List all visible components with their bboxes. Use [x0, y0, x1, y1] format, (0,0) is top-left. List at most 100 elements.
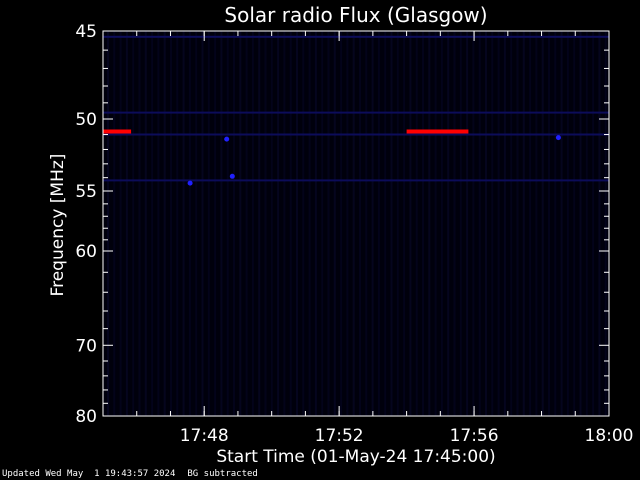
- faint-stripe: [283, 31, 286, 416]
- faint-stripe: [535, 31, 538, 416]
- faint-stripe: [144, 31, 147, 416]
- faint-stripe: [560, 31, 563, 416]
- faint-stripe: [390, 31, 393, 416]
- faint-stripe: [453, 31, 456, 416]
- faint-stripe: [302, 31, 305, 416]
- faint-stripe: [270, 31, 273, 416]
- y-tick-label: 60: [75, 242, 97, 262]
- faint-stripe: [239, 31, 242, 416]
- faint-stripe: [478, 31, 481, 416]
- faint-stripe: [585, 31, 588, 416]
- faint-stripe: [359, 31, 361, 416]
- faint-stripe: [371, 31, 374, 416]
- faint-stripe: [220, 31, 223, 416]
- faint-stripe: [409, 31, 412, 416]
- faint-stripe: [604, 31, 607, 416]
- faint-stripe: [516, 31, 519, 416]
- faint-stripe: [125, 31, 128, 416]
- faint-stripe: [163, 31, 166, 416]
- faint-stripe: [510, 31, 513, 416]
- faint-stripe: [333, 31, 336, 416]
- x-tick-label: 17:52: [315, 426, 364, 446]
- faint-stripe: [340, 31, 343, 416]
- faint-stripe: [188, 31, 191, 416]
- faint-stripe: [541, 31, 544, 416]
- faint-stripe: [207, 31, 210, 416]
- faint-stripe: [447, 31, 450, 416]
- faint-stripe: [157, 31, 160, 416]
- faint-stripe: [365, 31, 368, 416]
- faint-stripe: [598, 31, 601, 416]
- weak-burst-point: [555, 135, 561, 141]
- plot-area: [103, 31, 609, 416]
- faint-band: [103, 111, 609, 114]
- faint-stripe: [245, 31, 248, 416]
- faint-stripe: [396, 31, 399, 416]
- faint-stripe: [176, 31, 179, 416]
- faint-stripe: [415, 31, 418, 416]
- burst-features: [103, 129, 561, 186]
- updated-timestamp: Updated Wed May 1 19:43:57 2024: [2, 469, 176, 479]
- faint-stripe: [352, 31, 355, 416]
- faint-stripe: [466, 31, 469, 416]
- x-tick-label: 18:00: [585, 426, 634, 446]
- faint-stripe: [522, 31, 525, 416]
- y-axis-title: Frequency [MHz]: [48, 154, 68, 297]
- faint-stripe: [132, 31, 135, 416]
- faint-stripe: [434, 31, 437, 416]
- x-tick-label: 17:56: [450, 426, 499, 446]
- faint-band: [103, 179, 609, 182]
- faint-stripe: [251, 31, 254, 416]
- faint-stripe: [403, 31, 406, 416]
- faint-stripe: [573, 31, 576, 416]
- faint-stripe: [308, 31, 311, 416]
- faint-stripe: [113, 31, 116, 416]
- y-tick-label: 80: [75, 407, 97, 427]
- faint-stripe: [264, 31, 267, 416]
- faint-stripe: [327, 31, 330, 416]
- faint-band: [103, 133, 609, 136]
- faint-stripe: [579, 31, 582, 416]
- faint-stripe: [289, 31, 292, 416]
- faint-stripe: [384, 31, 387, 416]
- faint-stripe: [314, 31, 317, 416]
- faint-stripe: [321, 31, 324, 416]
- weak-burst-point: [224, 136, 230, 142]
- faint-stripe: [529, 31, 532, 416]
- faint-stripe: [472, 31, 475, 416]
- faint-band: [103, 35, 609, 38]
- faint-stripe: [214, 31, 217, 416]
- faint-stripe: [440, 31, 443, 416]
- faint-stripe: [170, 31, 172, 416]
- faint-stripe: [459, 31, 462, 416]
- y-tick-label: 70: [75, 336, 97, 356]
- faint-stripe: [497, 31, 500, 416]
- y-axis: 45 50 55 60 70 80: [75, 22, 609, 427]
- faint-bands: [103, 35, 609, 182]
- intense-burst-segment: [103, 129, 132, 134]
- faint-stripe: [377, 31, 380, 416]
- weak-burst-point: [229, 173, 235, 179]
- faint-stripe: [226, 31, 229, 416]
- faint-stripe: [277, 31, 280, 416]
- faint-stripes: [107, 31, 607, 416]
- faint-stripe: [201, 31, 204, 416]
- faint-stripe: [566, 31, 569, 416]
- y-tick-label: 50: [75, 110, 97, 130]
- faint-stripe: [346, 31, 349, 416]
- faint-stripe: [422, 31, 424, 416]
- faint-stripe: [485, 31, 487, 416]
- chart-title: Solar radio Flux (Glasgow): [224, 3, 487, 27]
- y-tick-label: 55: [75, 182, 97, 202]
- faint-stripe: [592, 31, 595, 416]
- faint-stripe: [428, 31, 431, 416]
- x-tick-label: 17:48: [180, 426, 229, 446]
- faint-stripe: [195, 31, 198, 416]
- faint-stripe: [233, 31, 235, 416]
- faint-stripe: [119, 31, 122, 416]
- faint-stripe: [107, 31, 109, 416]
- faint-stripe: [296, 31, 298, 416]
- weak-burst-point: [187, 180, 193, 186]
- x-axis-title: Start Time (01-May-24 17:45:00): [216, 447, 495, 467]
